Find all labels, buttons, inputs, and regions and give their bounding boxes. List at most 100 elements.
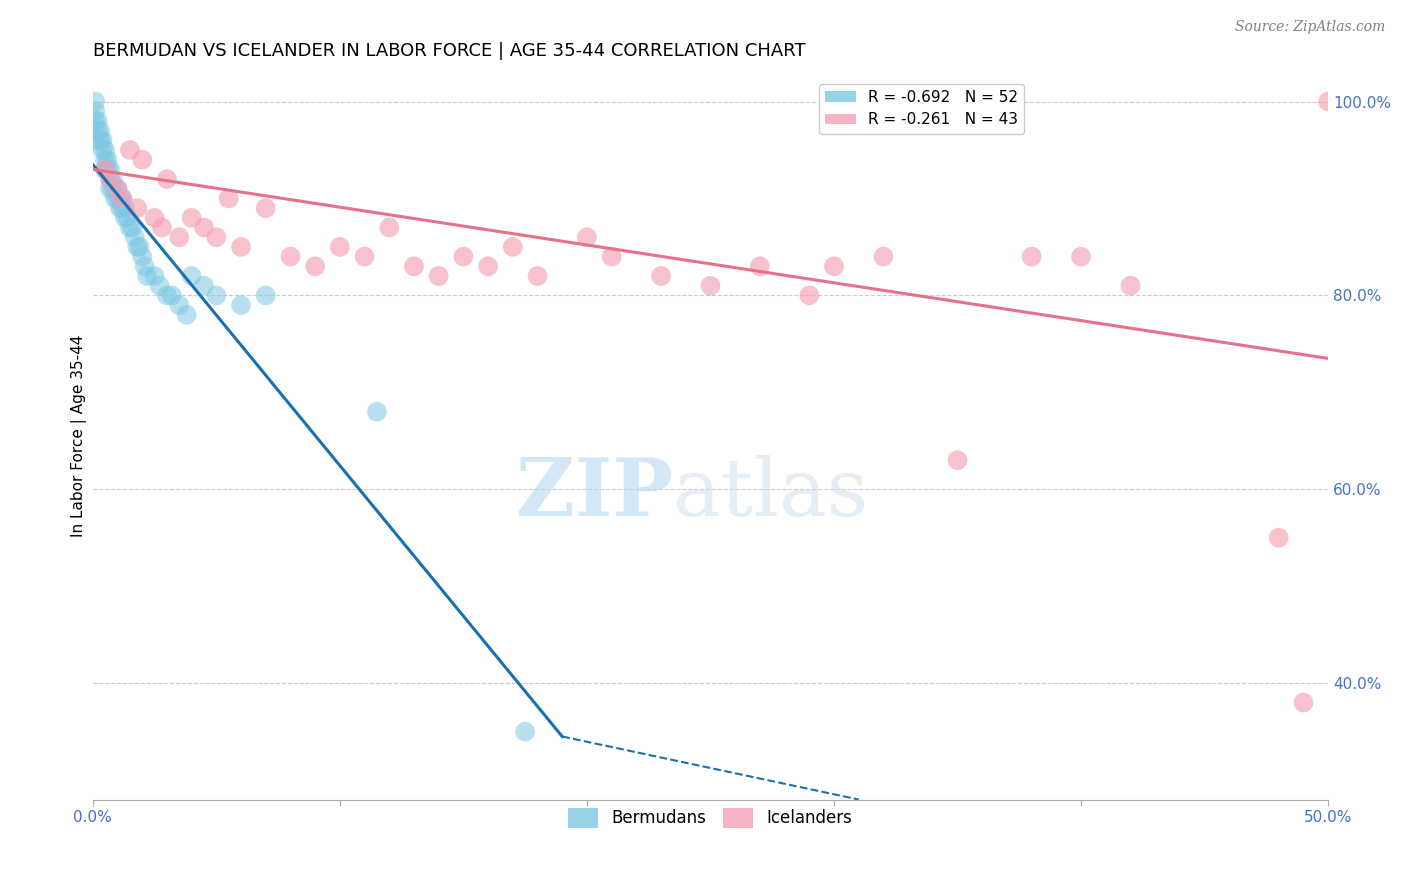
Point xyxy=(946,453,969,467)
Point xyxy=(97,162,120,177)
Text: ZIP: ZIP xyxy=(516,455,673,533)
Point xyxy=(169,230,191,244)
Point xyxy=(160,288,183,302)
Point xyxy=(84,104,107,119)
Point xyxy=(124,230,146,244)
Point xyxy=(114,211,136,225)
Point xyxy=(453,250,475,264)
Point xyxy=(98,182,121,196)
Point xyxy=(169,298,191,312)
Point xyxy=(176,308,198,322)
Point xyxy=(136,268,159,283)
Point xyxy=(1267,531,1289,545)
Point xyxy=(575,230,598,244)
Point xyxy=(353,250,375,264)
Point xyxy=(131,153,153,167)
Point xyxy=(101,182,124,196)
Point xyxy=(104,191,127,205)
Point xyxy=(515,724,537,739)
Point xyxy=(600,250,623,264)
Point xyxy=(87,123,110,137)
Point xyxy=(98,172,121,186)
Point xyxy=(118,143,141,157)
Point xyxy=(502,240,524,254)
Point xyxy=(180,268,202,283)
Point xyxy=(1292,696,1315,710)
Point xyxy=(98,162,121,177)
Point xyxy=(205,230,228,244)
Point xyxy=(108,191,131,205)
Point xyxy=(218,191,240,205)
Point xyxy=(150,220,173,235)
Point xyxy=(97,153,120,167)
Point xyxy=(748,260,770,274)
Point xyxy=(127,201,149,215)
Point xyxy=(254,201,277,215)
Point xyxy=(121,220,143,235)
Point xyxy=(104,182,127,196)
Point xyxy=(1021,250,1043,264)
Point xyxy=(91,133,114,147)
Point xyxy=(193,278,215,293)
Point xyxy=(280,250,302,264)
Point xyxy=(156,172,179,186)
Point xyxy=(118,220,141,235)
Text: Source: ZipAtlas.com: Source: ZipAtlas.com xyxy=(1234,20,1385,34)
Point xyxy=(94,143,117,157)
Point xyxy=(134,260,156,274)
Text: BERMUDAN VS ICELANDER IN LABOR FORCE | AGE 35-44 CORRELATION CHART: BERMUDAN VS ICELANDER IN LABOR FORCE | A… xyxy=(93,42,806,60)
Point xyxy=(148,278,170,293)
Legend: Bermudans, Icelanders: Bermudans, Icelanders xyxy=(562,801,859,835)
Point xyxy=(526,268,548,283)
Point xyxy=(699,278,721,293)
Point xyxy=(304,260,326,274)
Point xyxy=(107,182,129,196)
Point xyxy=(131,250,153,264)
Point xyxy=(205,288,228,302)
Point xyxy=(84,114,107,128)
Point xyxy=(402,260,425,274)
Y-axis label: In Labor Force | Age 35-44: In Labor Force | Age 35-44 xyxy=(72,334,87,537)
Point xyxy=(111,191,134,205)
Point xyxy=(799,288,821,302)
Point xyxy=(84,95,107,109)
Point xyxy=(94,162,117,177)
Point xyxy=(91,143,114,157)
Point xyxy=(117,211,139,225)
Point xyxy=(107,182,129,196)
Point xyxy=(872,250,894,264)
Point xyxy=(128,240,150,254)
Point xyxy=(427,268,450,283)
Point xyxy=(1317,95,1340,109)
Point xyxy=(1119,278,1142,293)
Point xyxy=(101,172,124,186)
Point xyxy=(229,240,252,254)
Point xyxy=(111,191,134,205)
Point xyxy=(94,162,117,177)
Point xyxy=(254,288,277,302)
Point xyxy=(89,133,111,147)
Point xyxy=(127,240,149,254)
Point xyxy=(823,260,845,274)
Point xyxy=(98,172,121,186)
Point xyxy=(89,123,111,137)
Point xyxy=(193,220,215,235)
Point xyxy=(650,268,672,283)
Point xyxy=(477,260,499,274)
Point xyxy=(107,191,129,205)
Point xyxy=(114,201,136,215)
Point xyxy=(329,240,352,254)
Point xyxy=(143,268,166,283)
Point xyxy=(229,298,252,312)
Point xyxy=(108,201,131,215)
Point xyxy=(180,211,202,225)
Point xyxy=(378,220,401,235)
Point xyxy=(94,153,117,167)
Point xyxy=(156,288,179,302)
Point xyxy=(111,201,134,215)
Point xyxy=(87,133,110,147)
Point xyxy=(87,114,110,128)
Point xyxy=(143,211,166,225)
Point xyxy=(366,405,388,419)
Text: atlas: atlas xyxy=(673,455,869,533)
